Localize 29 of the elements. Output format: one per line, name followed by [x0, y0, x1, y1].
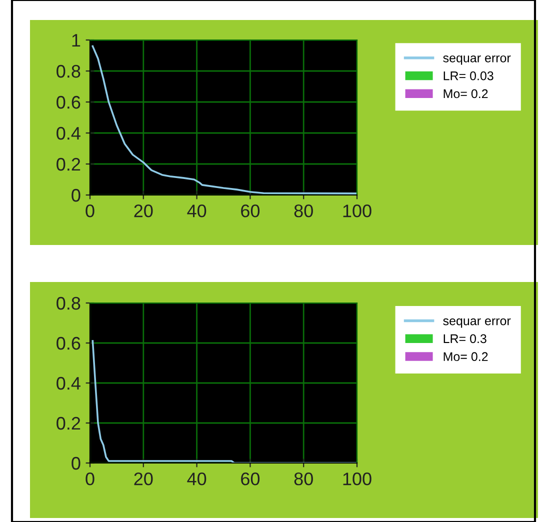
- y-tick-label: 0: [72, 456, 80, 470]
- y-tick-label: 0.2: [56, 158, 80, 171]
- y-tick-label: 0.6: [56, 336, 80, 350]
- x-tick-label: 80: [294, 204, 313, 218]
- x-tick-label: 60: [241, 204, 260, 218]
- x-tick-label: 20: [134, 472, 153, 486]
- y-tick-label: 1: [72, 34, 80, 47]
- x-tick-label: 60: [241, 472, 260, 486]
- legend-label: sequar error: [443, 318, 511, 328]
- legend-label: LR= 0.3: [444, 334, 486, 344]
- y-tick-label: 0.6: [56, 96, 80, 109]
- legend-label: sequar error: [443, 55, 511, 65]
- x-tick-label: 20: [134, 204, 153, 218]
- y-tick-label: 0.4: [56, 126, 80, 140]
- x-tick-label: 100: [343, 204, 372, 218]
- y-tick-label: 0.8: [56, 296, 80, 310]
- x-tick-label: 80: [294, 472, 313, 486]
- y-tick-label: 0.4: [56, 376, 80, 390]
- legend-label: Mo= 0.2: [444, 352, 488, 362]
- x-tick-label: 0: [86, 204, 94, 218]
- x-tick-label: 0: [86, 472, 94, 486]
- y-tick-label: 0.2: [56, 416, 80, 430]
- x-tick-label: 40: [187, 472, 206, 486]
- legend-label: Mo= 0.2: [444, 89, 488, 98]
- x-tick-label: 100: [343, 472, 372, 486]
- y-tick-label: 0: [72, 188, 80, 202]
- y-tick-label: 0.8: [56, 64, 80, 78]
- legend-label: LR= 0.03: [444, 71, 494, 80]
- x-tick-label: 40: [187, 204, 206, 218]
